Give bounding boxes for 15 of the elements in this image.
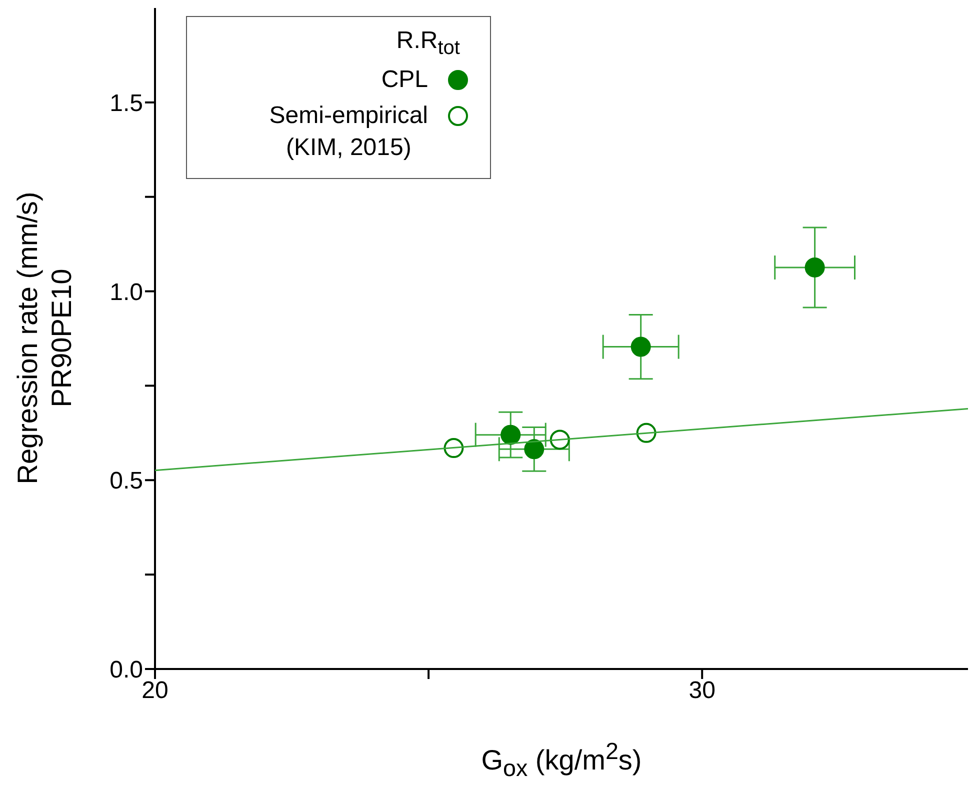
legend-label: CPL [381,64,428,95]
y-tick-label: 1.0 [110,278,143,306]
y-tick-label: 1.5 [110,90,143,117]
point [524,439,544,460]
point [804,257,825,278]
y-tick-label: 0.0 [110,656,143,684]
point [500,424,521,445]
x-tick-label: 30 [688,677,716,704]
x-axis-title: G$_{ox}$ (kg/m$^{2}$s) [480,738,643,782]
legend-title: R.R$_{tot}$ [395,27,461,60]
x-tick-label: 20 [142,677,168,704]
point [630,336,651,357]
y-axis-title: Regression rate (mm/s) PR90PE10 [11,190,78,486]
y-tick-label: 0.5 [110,468,143,495]
legend-label: Semi-empirical (KIM, 2015) [269,100,428,163]
